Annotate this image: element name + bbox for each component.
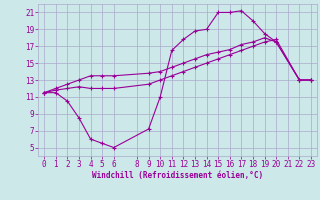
X-axis label: Windchill (Refroidissement éolien,°C): Windchill (Refroidissement éolien,°C) bbox=[92, 171, 263, 180]
